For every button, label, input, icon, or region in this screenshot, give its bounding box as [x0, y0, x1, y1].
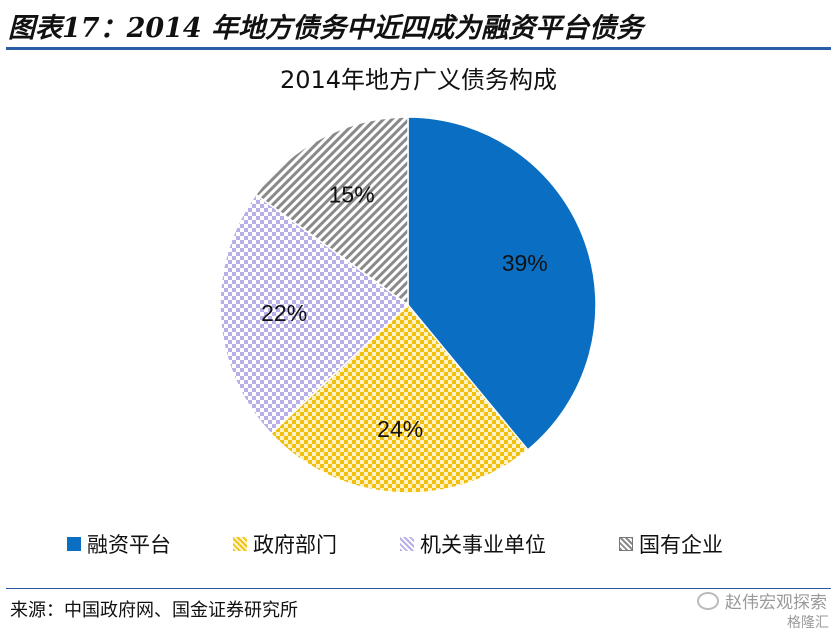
legend-swatch	[619, 537, 633, 551]
slice-value-label: 39%	[502, 250, 548, 276]
legend-item-government: 政府部门	[233, 529, 337, 559]
slice-value-label: 15%	[329, 181, 375, 207]
legend-label: 融资平台	[87, 533, 171, 557]
title-rule	[6, 47, 831, 50]
wechat-icon	[697, 591, 719, 610]
legend-swatch	[233, 537, 247, 551]
legend-item-soe: 国有企业	[619, 529, 723, 559]
chart-title: 2014年地方广义债务构成	[279, 66, 558, 94]
legend-swatch	[400, 537, 414, 551]
watermark: 赵伟宏观探索	[697, 588, 827, 613]
legend-item-financing-platform: 融资平台	[67, 529, 171, 559]
legend: 融资平台 政府部门 机关事业单位 国有企业	[0, 529, 837, 561]
legend-label: 机关事业单位	[420, 533, 546, 557]
slice-soe	[254, 116, 409, 307]
legend-label: 政府部门	[253, 533, 337, 557]
legend-item-institutions: 机关事业单位	[400, 529, 546, 559]
watermark-text: 赵伟宏观探索	[725, 593, 827, 613]
figure-title: 图表17：2014 年地方债务中近四成为融资平台债务	[8, 13, 644, 44]
legend-label: 国有企业	[639, 533, 723, 557]
bottom-rule	[6, 588, 831, 589]
legend-swatch	[67, 537, 81, 551]
slice-value-label: 24%	[377, 416, 423, 442]
watermark-sub: 格隆汇	[787, 615, 829, 631]
slice-institutions	[219, 193, 410, 435]
slice-government	[269, 303, 529, 494]
slice-financing-platform	[407, 116, 597, 451]
slice-value-label: 22%	[261, 300, 307, 326]
source-note: 来源：中国政府网、国金证券研究所	[10, 600, 298, 621]
